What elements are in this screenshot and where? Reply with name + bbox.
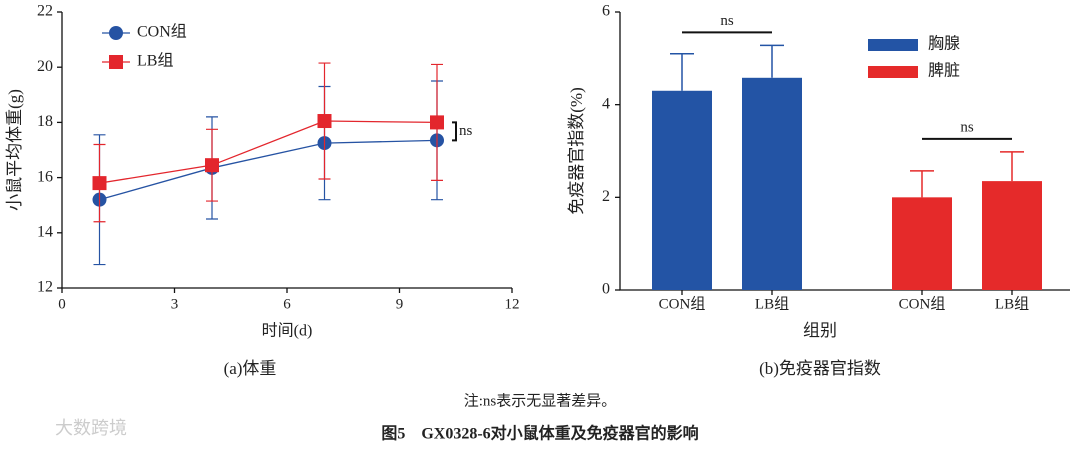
legend-swatch — [868, 66, 918, 78]
subtitle-b: (b)免疫器官指数 — [759, 359, 881, 378]
series-line — [99, 139, 438, 201]
annotation: ns — [720, 13, 734, 29]
bar — [892, 197, 952, 290]
x-tick-label: 0 — [58, 296, 66, 312]
watermark: 大数跨境 — [55, 418, 127, 438]
y-tick-label: 18 — [37, 113, 53, 130]
x-tick-label: 6 — [283, 296, 291, 312]
x-axis-label: 组别 — [803, 321, 837, 340]
series-line — [99, 120, 438, 184]
error-bar — [910, 170, 934, 198]
caption: 图5 GX0328-6对小鼠体重及免疫器官的影响 — [381, 424, 698, 443]
y-tick-label: 2 — [602, 188, 610, 205]
bar — [742, 77, 802, 290]
legend-marker — [109, 26, 123, 40]
x-tick-label: 3 — [171, 296, 179, 312]
bar — [652, 90, 712, 291]
annotation: ns — [960, 119, 974, 135]
marker — [430, 115, 444, 130]
legend-label: 胸腺 — [928, 35, 960, 53]
y-tick-label: 4 — [602, 95, 610, 112]
y-tick-label: 14 — [37, 223, 53, 240]
marker — [205, 158, 219, 173]
y-tick-label: 6 — [602, 3, 610, 20]
y-tick-label: 12 — [37, 279, 53, 296]
marker — [92, 176, 107, 191]
x-axis-label: 时间(d) — [262, 322, 313, 340]
subtitle-a: (a)体重 — [224, 359, 277, 378]
axes — [61, 12, 512, 289]
legend-label: LB组 — [137, 52, 173, 70]
legend-label: 脾脏 — [928, 62, 960, 80]
error-bar — [670, 52, 694, 91]
error-bar — [1000, 151, 1024, 182]
y-axis-label: 免疫器官指数(%) — [567, 87, 586, 214]
x-tick-label: CON组 — [659, 295, 706, 312]
x-tick-label: 12 — [505, 296, 520, 312]
ns-bracket — [452, 121, 457, 142]
x-tick-label: LB组 — [755, 295, 789, 312]
y-tick-label: 22 — [37, 3, 53, 20]
y-tick-label: 0 — [602, 281, 610, 298]
legend-swatch — [868, 39, 918, 51]
x-tick-label: 9 — [396, 296, 404, 312]
bar — [982, 181, 1042, 290]
annotation: ns — [459, 123, 473, 139]
legend-marker — [109, 55, 123, 69]
note: 注:ns表示无显著差异。 — [464, 392, 617, 409]
error-bar — [760, 44, 784, 78]
legend-label: CON组 — [137, 23, 187, 41]
y-axis-label: 小鼠平均体重(g) — [5, 89, 24, 211]
x-tick-label: LB组 — [995, 295, 1029, 312]
y-tick-label: 16 — [37, 168, 53, 185]
marker — [317, 114, 332, 129]
x-tick-label: CON组 — [899, 295, 946, 312]
y-tick-label: 20 — [37, 58, 53, 75]
